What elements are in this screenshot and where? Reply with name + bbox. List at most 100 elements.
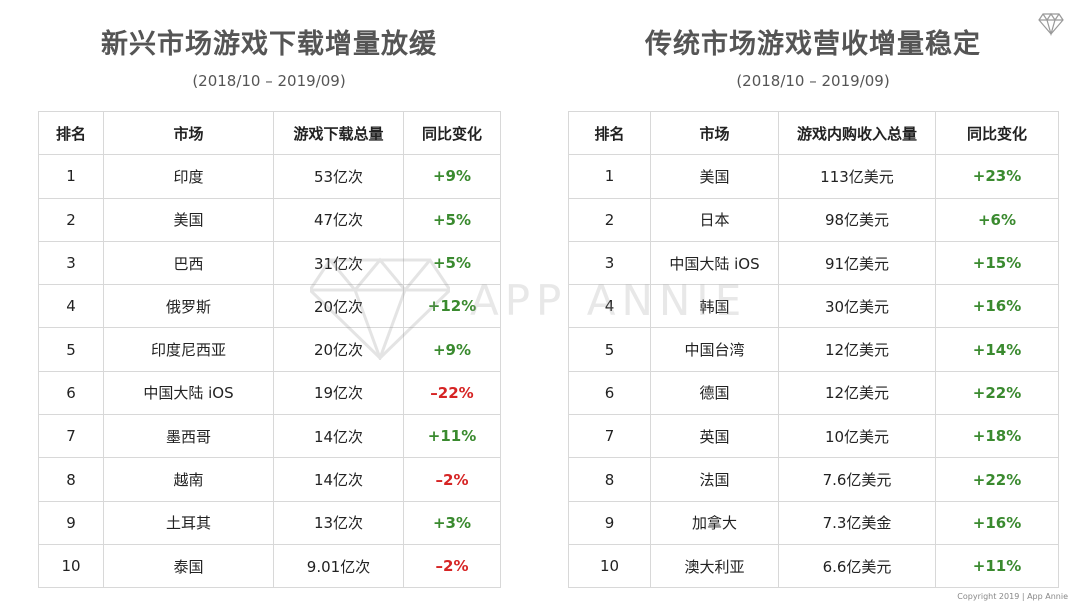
market-cell: 澳大利亚 <box>650 543 779 589</box>
value-cell: 6.6亿美元 <box>778 543 936 589</box>
change-cell: +16% <box>935 500 1059 545</box>
table-row: 8 越南 14亿次 –2% <box>38 457 501 502</box>
table-row: 10 澳大利亚 6.6亿美元 +11% <box>568 543 1059 589</box>
change-cell: +12% <box>403 284 501 329</box>
change-cell: +23% <box>935 154 1059 199</box>
rank-cell: 2 <box>568 197 651 242</box>
market-cell: 日本 <box>650 197 779 242</box>
copyright-text: Copyright 2019 | App Annie <box>957 592 1068 601</box>
rank-cell: 2 <box>38 197 104 242</box>
header-market: 市场 <box>103 110 274 156</box>
value-cell: 7.6亿美元 <box>778 457 936 502</box>
table-header-row: 排名 市场 游戏内购收入总量 同比变化 <box>568 110 1059 156</box>
change-cell: +3% <box>403 500 501 545</box>
market-cell: 德国 <box>650 370 779 416</box>
header-change: 同比变化 <box>403 110 501 156</box>
rank-cell: 10 <box>568 543 651 589</box>
value-cell: 13亿次 <box>273 500 404 545</box>
table-row: 2 美国 47亿次 +5% <box>38 197 501 242</box>
market-cell: 美国 <box>650 154 779 199</box>
header-value: 游戏下载总量 <box>273 110 404 156</box>
change-cell: +22% <box>935 457 1059 502</box>
rank-cell: 7 <box>38 414 104 459</box>
change-cell: –2% <box>403 457 501 502</box>
value-cell: 14亿次 <box>273 457 404 502</box>
table-row: 10 泰国 9.01亿次 –2% <box>38 543 501 589</box>
market-cell: 巴西 <box>103 240 274 286</box>
change-cell: +14% <box>935 327 1059 372</box>
value-cell: 53亿次 <box>273 154 404 199</box>
change-cell: +11% <box>403 414 501 459</box>
market-cell: 泰国 <box>103 543 274 589</box>
table-row: 7 墨西哥 14亿次 +11% <box>38 414 501 459</box>
value-cell: 98亿美元 <box>778 197 936 242</box>
change-cell: –2% <box>403 543 501 589</box>
table-header-row: 排名 市场 游戏下载总量 同比变化 <box>38 110 501 156</box>
market-cell: 韩国 <box>650 284 779 329</box>
change-cell: +9% <box>403 327 501 372</box>
change-cell: +9% <box>403 154 501 199</box>
value-cell: 12亿美元 <box>778 327 936 372</box>
value-cell: 7.3亿美金 <box>778 500 936 545</box>
change-cell: +5% <box>403 240 501 286</box>
table-row: 5 中国台湾 12亿美元 +14% <box>568 327 1059 372</box>
market-cell: 俄罗斯 <box>103 284 274 329</box>
left-period: (2018/10 – 2019/09) <box>192 72 346 90</box>
header-value: 游戏内购收入总量 <box>778 110 936 156</box>
value-cell: 47亿次 <box>273 197 404 242</box>
right-period: (2018/10 – 2019/09) <box>736 72 890 90</box>
market-cell: 中国大陆 iOS <box>103 370 274 416</box>
table-row: 9 土耳其 13亿次 +3% <box>38 500 501 545</box>
change-cell: +11% <box>935 543 1059 589</box>
table-row: 6 中国大陆 iOS 19亿次 –22% <box>38 370 501 416</box>
revenue-table: 排名 市场 游戏内购收入总量 同比变化 1 美国 113亿美元 +23% 2 日本 98亿美… <box>568 110 1059 589</box>
value-cell: 30亿美元 <box>778 284 936 329</box>
table-row: 5 印度尼西亚 20亿次 +9% <box>38 327 501 372</box>
rank-cell: 5 <box>38 327 104 372</box>
rank-cell: 8 <box>568 457 651 502</box>
value-cell: 20亿次 <box>273 284 404 329</box>
app-annie-logo-icon <box>1038 12 1064 36</box>
downloads-table: 排名 市场 游戏下载总量 同比变化 1 印度 53亿次 +9% 2 美国 47亿次 +5% 3 巴… <box>38 110 501 589</box>
value-cell: 20亿次 <box>273 327 404 372</box>
table-row: 8 法国 7.6亿美元 +22% <box>568 457 1059 502</box>
header-rank: 排名 <box>568 110 651 156</box>
table-row: 1 印度 53亿次 +9% <box>38 154 501 199</box>
value-cell: 9.01亿次 <box>273 543 404 589</box>
change-cell: –22% <box>403 370 501 416</box>
value-cell: 31亿次 <box>273 240 404 286</box>
market-cell: 英国 <box>650 414 779 459</box>
market-cell: 加拿大 <box>650 500 779 545</box>
table-row: 4 韩国 30亿美元 +16% <box>568 284 1059 329</box>
table-row: 2 日本 98亿美元 +6% <box>568 197 1059 242</box>
value-cell: 113亿美元 <box>778 154 936 199</box>
change-cell: +16% <box>935 284 1059 329</box>
change-cell: +15% <box>935 240 1059 286</box>
rank-cell: 6 <box>568 370 651 416</box>
value-cell: 19亿次 <box>273 370 404 416</box>
table-row: 3 巴西 31亿次 +5% <box>38 240 501 286</box>
header-change: 同比变化 <box>935 110 1059 156</box>
market-cell: 法国 <box>650 457 779 502</box>
rank-cell: 9 <box>568 500 651 545</box>
market-cell: 中国大陆 iOS <box>650 240 779 286</box>
rank-cell: 10 <box>38 543 104 589</box>
right-title: 传统市场游戏营收增量稳定 <box>645 29 981 60</box>
rank-cell: 8 <box>38 457 104 502</box>
change-cell: +18% <box>935 414 1059 459</box>
market-cell: 美国 <box>103 197 274 242</box>
change-cell: +22% <box>935 370 1059 416</box>
market-cell: 印度尼西亚 <box>103 327 274 372</box>
table-row: 6 德国 12亿美元 +22% <box>568 370 1059 416</box>
table-row: 4 俄罗斯 20亿次 +12% <box>38 284 501 329</box>
header-rank: 排名 <box>38 110 104 156</box>
left-title: 新兴市场游戏下载增量放缓 <box>101 29 437 60</box>
rank-cell: 3 <box>38 240 104 286</box>
market-cell: 墨西哥 <box>103 414 274 459</box>
market-cell: 中国台湾 <box>650 327 779 372</box>
market-cell: 印度 <box>103 154 274 199</box>
change-cell: +6% <box>935 197 1059 242</box>
change-cell: +5% <box>403 197 501 242</box>
rank-cell: 6 <box>38 370 104 416</box>
rank-cell: 1 <box>568 154 651 199</box>
